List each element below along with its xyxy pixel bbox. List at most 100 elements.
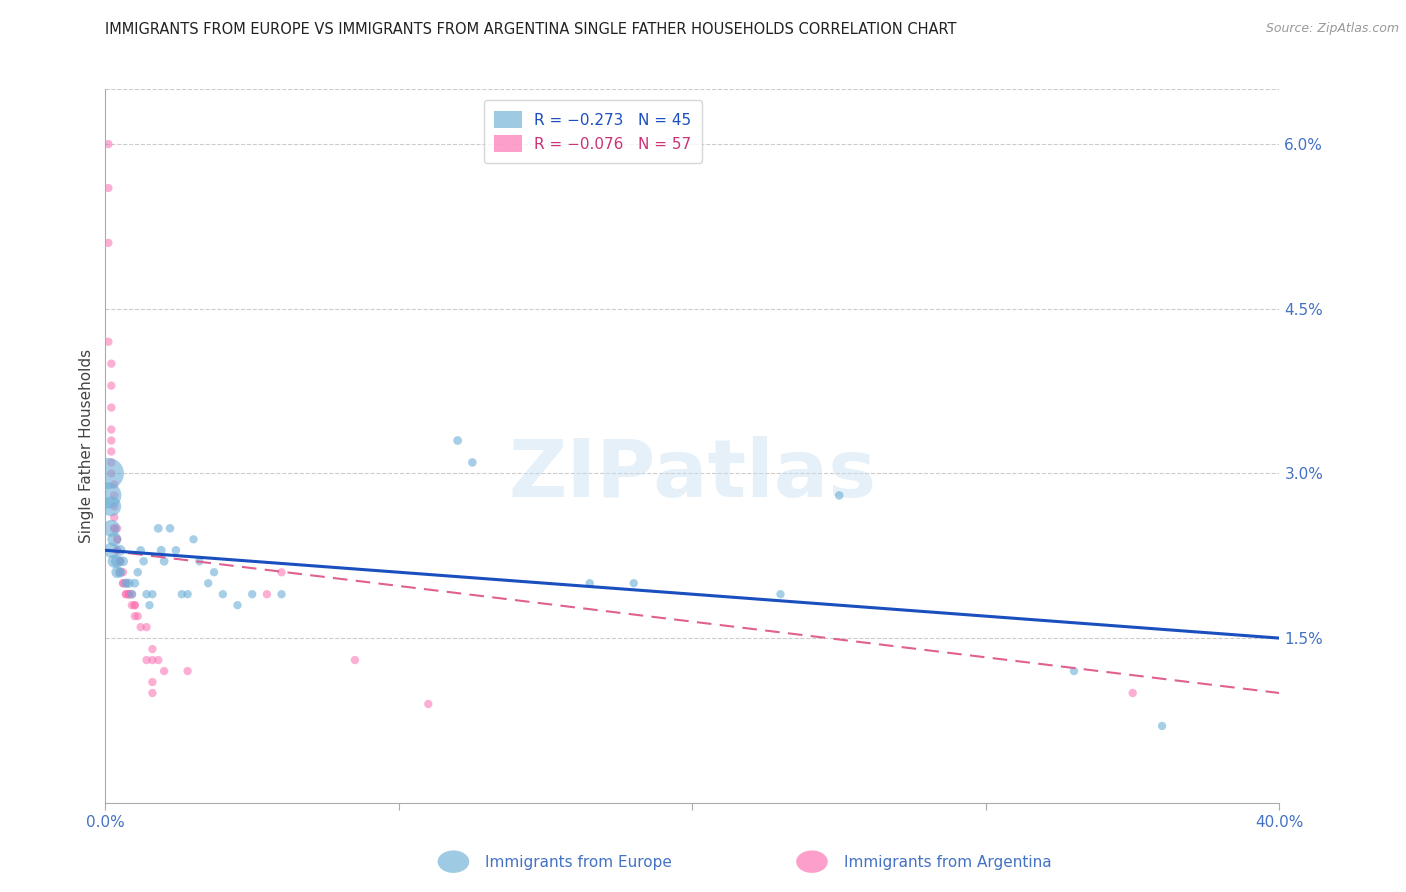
Point	[121, 587, 143, 601]
Point	[226, 598, 249, 612]
Point	[188, 554, 211, 568]
Point	[105, 543, 128, 558]
Point	[828, 488, 851, 502]
Point	[97, 137, 120, 152]
Point	[240, 587, 263, 601]
Point	[108, 554, 131, 568]
Point	[159, 521, 181, 535]
Point	[202, 566, 225, 580]
Text: Immigrants from Argentina: Immigrants from Argentina	[844, 855, 1052, 870]
Point	[118, 587, 141, 601]
Point	[148, 521, 170, 535]
Point	[112, 554, 135, 568]
Point	[105, 533, 128, 547]
Point	[129, 543, 152, 558]
Y-axis label: Single Father Households: Single Father Households	[79, 349, 94, 543]
Point	[461, 455, 484, 469]
Point	[270, 566, 292, 580]
Point	[112, 576, 135, 591]
Point	[100, 444, 122, 458]
Point	[115, 576, 138, 591]
Point	[127, 609, 149, 624]
Point	[97, 235, 120, 250]
Point	[103, 533, 125, 547]
Point	[105, 533, 128, 547]
Point	[183, 533, 205, 547]
Point	[124, 598, 146, 612]
Text: Immigrants from Europe: Immigrants from Europe	[485, 855, 672, 870]
Point	[103, 521, 125, 535]
Point	[343, 653, 366, 667]
Point	[270, 587, 292, 601]
Point	[103, 500, 125, 514]
Point	[124, 609, 146, 624]
Point	[105, 521, 128, 535]
Point	[256, 587, 278, 601]
Point	[100, 500, 122, 514]
Point	[121, 587, 143, 601]
Point	[165, 543, 187, 558]
Point	[103, 521, 125, 535]
Point	[446, 434, 468, 448]
Point	[176, 587, 198, 601]
Point	[100, 455, 122, 469]
Point	[141, 642, 163, 657]
Point	[418, 697, 440, 711]
Point	[135, 587, 157, 601]
Point	[108, 554, 131, 568]
Point	[135, 653, 157, 667]
Point	[1150, 719, 1173, 733]
Point	[112, 576, 135, 591]
Point	[197, 576, 219, 591]
Point	[97, 181, 120, 195]
Point	[211, 587, 233, 601]
Point	[108, 566, 131, 580]
Point	[769, 587, 792, 601]
Point	[100, 423, 122, 437]
Point	[129, 620, 152, 634]
Point	[115, 576, 138, 591]
Point	[100, 357, 122, 371]
Point	[103, 488, 125, 502]
Point	[1122, 686, 1144, 700]
Point	[1063, 664, 1085, 678]
Point	[100, 401, 122, 415]
Point	[141, 587, 163, 601]
Point	[108, 554, 131, 568]
Point	[148, 653, 170, 667]
Point	[105, 554, 128, 568]
Point	[121, 598, 143, 612]
Circle shape	[437, 850, 470, 873]
Point	[170, 587, 193, 601]
Point	[118, 587, 141, 601]
Point	[141, 686, 163, 700]
Point	[127, 566, 149, 580]
Point	[103, 510, 125, 524]
Point	[105, 543, 128, 558]
Point	[153, 554, 176, 568]
Point	[108, 543, 131, 558]
Point	[100, 434, 122, 448]
Point	[578, 576, 600, 591]
Point	[108, 566, 131, 580]
Text: Source: ZipAtlas.com: Source: ZipAtlas.com	[1265, 22, 1399, 36]
Point	[115, 587, 138, 601]
Point	[105, 566, 128, 580]
Point	[124, 598, 146, 612]
Point	[124, 576, 146, 591]
Point	[138, 598, 160, 612]
Point	[150, 543, 173, 558]
Point	[97, 488, 120, 502]
Point	[132, 554, 155, 568]
Point	[135, 620, 157, 634]
Point	[141, 675, 163, 690]
Point	[100, 543, 122, 558]
Point	[100, 467, 122, 481]
Point	[176, 664, 198, 678]
Point	[103, 554, 125, 568]
Circle shape	[796, 850, 828, 873]
Point	[623, 576, 645, 591]
Point	[115, 587, 138, 601]
Point	[118, 587, 141, 601]
Point	[97, 334, 120, 349]
